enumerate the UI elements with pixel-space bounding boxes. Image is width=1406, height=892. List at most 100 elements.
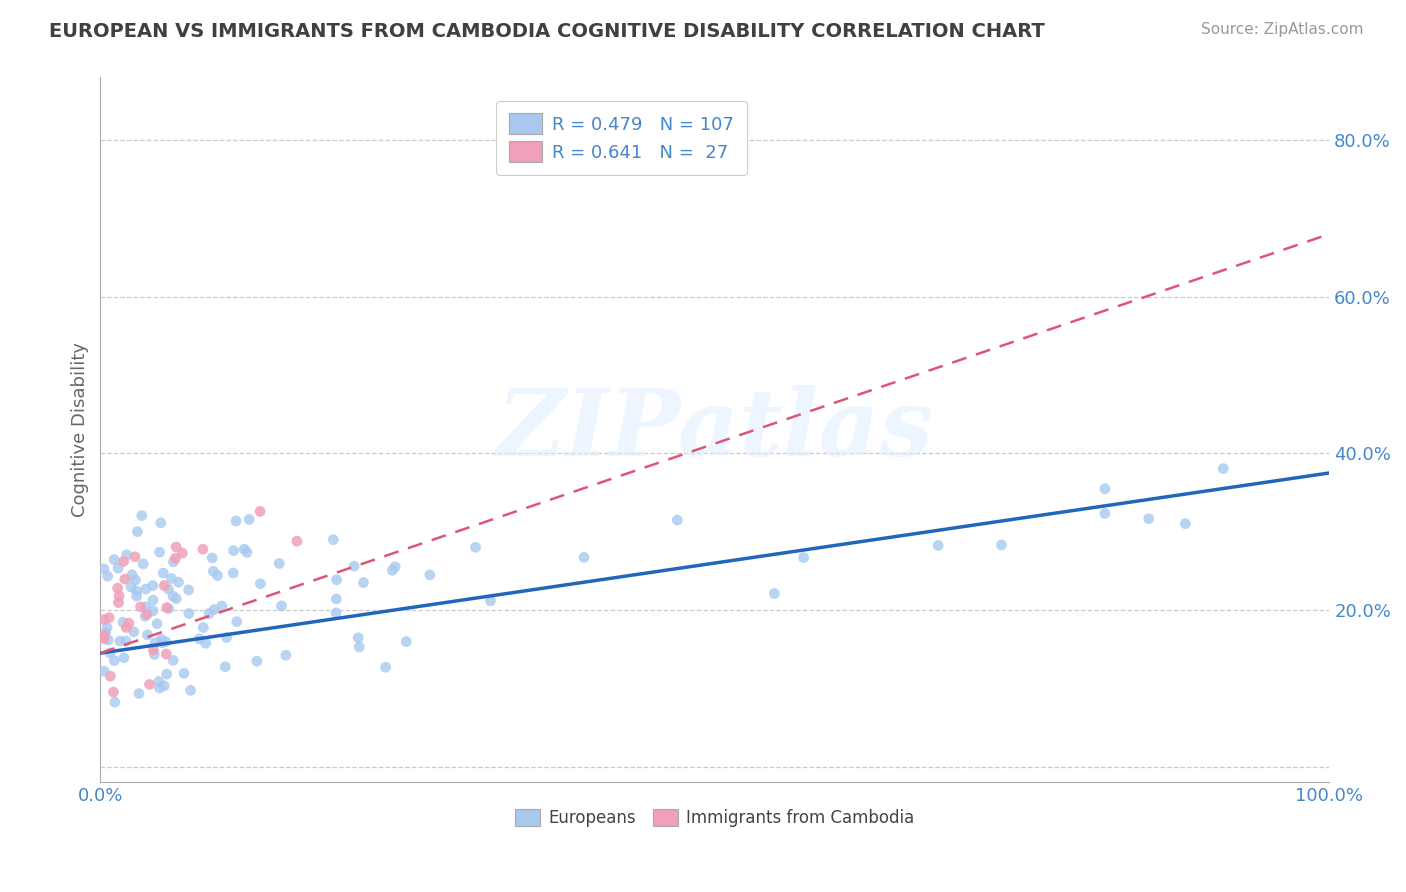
Point <box>136 607 159 622</box>
Point <box>464 541 486 555</box>
Point <box>202 602 225 616</box>
Point <box>1137 512 1160 526</box>
Point <box>94 625 117 640</box>
Point <box>103 552 125 566</box>
Point <box>142 593 165 607</box>
Point <box>990 538 1012 552</box>
Point <box>150 635 173 649</box>
Point <box>96 620 118 634</box>
Point <box>194 636 217 650</box>
Text: ZIPatlas: ZIPatlas <box>496 384 934 475</box>
Point <box>98 610 121 624</box>
Point <box>172 546 194 560</box>
Point <box>152 566 174 580</box>
Point <box>1094 482 1116 496</box>
Point <box>104 695 127 709</box>
Point <box>142 578 165 592</box>
Point <box>127 524 149 539</box>
Point <box>347 631 370 645</box>
Point <box>1174 516 1197 531</box>
Point <box>763 586 786 600</box>
Point <box>150 632 173 647</box>
Point <box>103 654 125 668</box>
Point <box>1094 507 1116 521</box>
Point <box>165 551 187 566</box>
Point <box>225 514 247 528</box>
Point <box>270 599 292 613</box>
Point <box>384 559 406 574</box>
Point <box>927 538 949 552</box>
Point <box>1212 461 1234 475</box>
Point <box>111 615 134 630</box>
Point <box>98 646 121 660</box>
Point <box>114 572 136 586</box>
Point <box>173 666 195 681</box>
Point <box>129 599 152 614</box>
Point <box>479 594 502 608</box>
Point <box>125 589 148 603</box>
Point <box>162 653 184 667</box>
Point <box>222 543 245 558</box>
Point <box>115 620 138 634</box>
Point <box>157 601 180 615</box>
Point <box>269 557 291 571</box>
Text: Source: ZipAtlas.com: Source: ZipAtlas.com <box>1201 22 1364 37</box>
Point <box>162 555 184 569</box>
Point <box>188 632 211 646</box>
Point <box>325 573 347 587</box>
Point <box>395 634 418 648</box>
Point <box>125 584 148 599</box>
Point <box>215 631 238 645</box>
Point <box>249 576 271 591</box>
Point <box>353 575 375 590</box>
Point <box>135 599 157 614</box>
Point <box>666 513 689 527</box>
Point <box>138 677 160 691</box>
Point <box>136 628 159 642</box>
Point <box>155 634 177 648</box>
Point <box>201 551 224 566</box>
Point <box>135 582 157 596</box>
Point <box>153 679 176 693</box>
Point <box>128 686 150 700</box>
Point <box>115 548 138 562</box>
Point <box>191 542 214 557</box>
Point <box>131 508 153 523</box>
Point <box>193 621 215 635</box>
Point <box>115 634 138 648</box>
Point <box>93 629 115 643</box>
Point <box>93 664 115 678</box>
Point <box>108 589 131 603</box>
Point <box>249 504 271 518</box>
Point <box>146 616 169 631</box>
Point <box>160 572 183 586</box>
Point <box>198 607 221 621</box>
Y-axis label: Cognitive Disability: Cognitive Disability <box>72 343 89 517</box>
Point <box>132 557 155 571</box>
Point <box>246 654 269 668</box>
Point <box>148 681 170 695</box>
Point <box>153 578 176 592</box>
Point <box>233 542 256 557</box>
Point <box>156 600 179 615</box>
Point <box>121 567 143 582</box>
Text: EUROPEAN VS IMMIGRANTS FROM CAMBODIA COGNITIVE DISABILITY CORRELATION CHART: EUROPEAN VS IMMIGRANTS FROM CAMBODIA COG… <box>49 22 1045 41</box>
Point <box>103 685 125 699</box>
Point <box>143 648 166 662</box>
Point <box>93 562 115 576</box>
Point <box>381 563 404 577</box>
Point <box>107 596 129 610</box>
Point <box>214 659 236 673</box>
Point <box>180 683 202 698</box>
Point <box>211 599 233 613</box>
Point <box>207 568 229 582</box>
Point <box>108 634 131 648</box>
Point <box>274 648 297 663</box>
Point <box>93 632 115 646</box>
Point <box>148 674 170 689</box>
Point <box>347 640 370 654</box>
Point <box>374 660 396 674</box>
Point <box>167 575 190 590</box>
Point <box>572 550 595 565</box>
Legend: Europeans, Immigrants from Cambodia: Europeans, Immigrants from Cambodia <box>509 803 921 834</box>
